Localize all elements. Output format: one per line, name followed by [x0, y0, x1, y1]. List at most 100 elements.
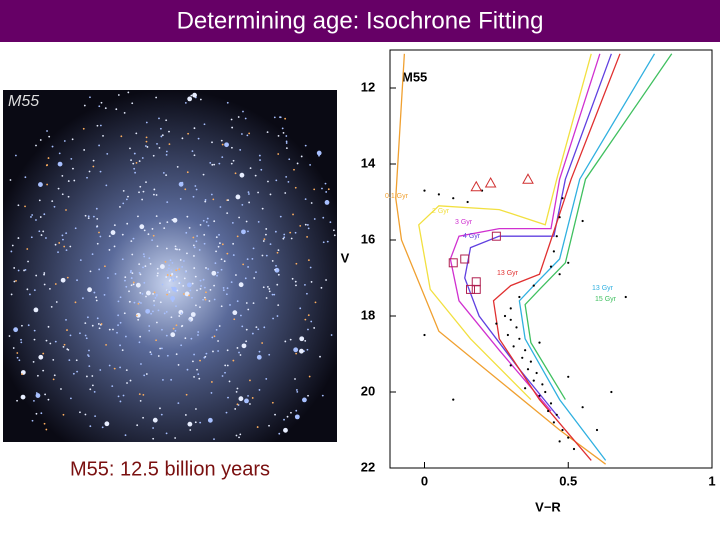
- photo-star: [91, 253, 94, 256]
- photo-star: [172, 286, 177, 292]
- photo-star: [210, 381, 213, 383]
- photo-star: [251, 332, 254, 335]
- photo-star: [225, 293, 228, 296]
- photo-star: [193, 267, 196, 269]
- photo-star: [21, 373, 23, 376]
- photo-star: [220, 268, 223, 271]
- photo-star: [165, 174, 168, 177]
- photo-star: [199, 421, 202, 424]
- photo-star: [74, 227, 77, 230]
- photo-star: [156, 143, 158, 145]
- photo-star: [87, 316, 89, 319]
- photo-star: [189, 289, 192, 292]
- photo-star: [178, 309, 184, 315]
- photo-star: [224, 364, 227, 367]
- photo-star: [285, 135, 288, 137]
- photo-star: [219, 242, 221, 245]
- photo-star: [43, 273, 45, 276]
- photo-star: [265, 228, 268, 230]
- star: [555, 413, 558, 416]
- photo-star: [194, 185, 197, 187]
- star: [512, 345, 515, 348]
- photo-star: [43, 272, 46, 274]
- photo-star: [241, 229, 246, 235]
- photo-star: [196, 368, 198, 371]
- photo-star: [170, 378, 173, 381]
- photo-star: [139, 399, 142, 402]
- photo-star: [141, 157, 144, 159]
- photo-star: [113, 224, 116, 227]
- photo-star: [58, 242, 61, 244]
- photo-star: [149, 262, 152, 265]
- photo-star: [229, 304, 231, 306]
- star: [538, 394, 541, 397]
- photo-star: [30, 236, 33, 239]
- photo-star: [99, 170, 102, 173]
- photo-star: [279, 215, 282, 218]
- photo-star: [156, 267, 159, 270]
- photo-star: [166, 293, 169, 296]
- photo-star: [322, 216, 325, 219]
- photo-star: [138, 263, 141, 266]
- photo-star: [190, 94, 193, 97]
- photo-star: [62, 345, 65, 348]
- photo-star: [165, 119, 168, 122]
- photo-star: [96, 217, 99, 220]
- photo-star: [87, 287, 92, 293]
- photo-star: [162, 172, 165, 174]
- photo-star: [156, 272, 159, 275]
- photo-star: [121, 233, 124, 236]
- photo-star: [82, 297, 84, 300]
- photo-star: [307, 259, 310, 262]
- photo-star: [94, 415, 97, 417]
- star: [558, 273, 561, 276]
- photo-star: [185, 393, 188, 396]
- photo-star: [249, 379, 251, 382]
- photo-star: [204, 200, 207, 203]
- photo-star: [62, 413, 65, 416]
- photo-star: [47, 157, 50, 159]
- photo-star: [172, 217, 178, 223]
- photo-star: [288, 158, 291, 161]
- photo-star: [257, 328, 260, 331]
- photo-star: [314, 301, 317, 304]
- photo-star: [174, 437, 177, 439]
- photo-star: [282, 132, 285, 134]
- photo-star: [91, 384, 94, 387]
- photo-star: [187, 421, 193, 427]
- photo-star: [115, 108, 118, 111]
- photo-star: [23, 269, 25, 272]
- photo-star: [127, 195, 129, 198]
- photo-star: [152, 154, 155, 157]
- isochrone: [418, 53, 592, 401]
- photo-star: [192, 92, 197, 98]
- photo-star: [52, 358, 55, 361]
- photo-star: [31, 419, 34, 422]
- photo-star: [188, 319, 191, 322]
- photo-star: [230, 281, 233, 284]
- star: [509, 307, 512, 310]
- photo-star: [203, 123, 206, 126]
- photo-star: [126, 382, 128, 384]
- photo-star: [83, 104, 86, 107]
- photo-star: [146, 146, 149, 148]
- square-marker: [471, 277, 481, 287]
- photo-star: [121, 349, 124, 352]
- photo-star: [274, 230, 277, 233]
- photo-star: [285, 142, 288, 144]
- star: [544, 390, 547, 394]
- photo-star: [24, 176, 27, 179]
- photo-star: [174, 248, 177, 250]
- photo-star: [138, 393, 141, 396]
- photo-star: [165, 153, 168, 156]
- photo-star: [113, 245, 116, 248]
- photo-star: [142, 266, 144, 269]
- photo-star: [26, 288, 29, 291]
- star: [509, 318, 512, 321]
- photo-star: [221, 243, 224, 246]
- photo-star: [268, 290, 271, 293]
- photo-star: [143, 374, 146, 377]
- photo-star: [202, 219, 205, 222]
- photo-star: [119, 344, 121, 347]
- photo-star: [143, 255, 146, 258]
